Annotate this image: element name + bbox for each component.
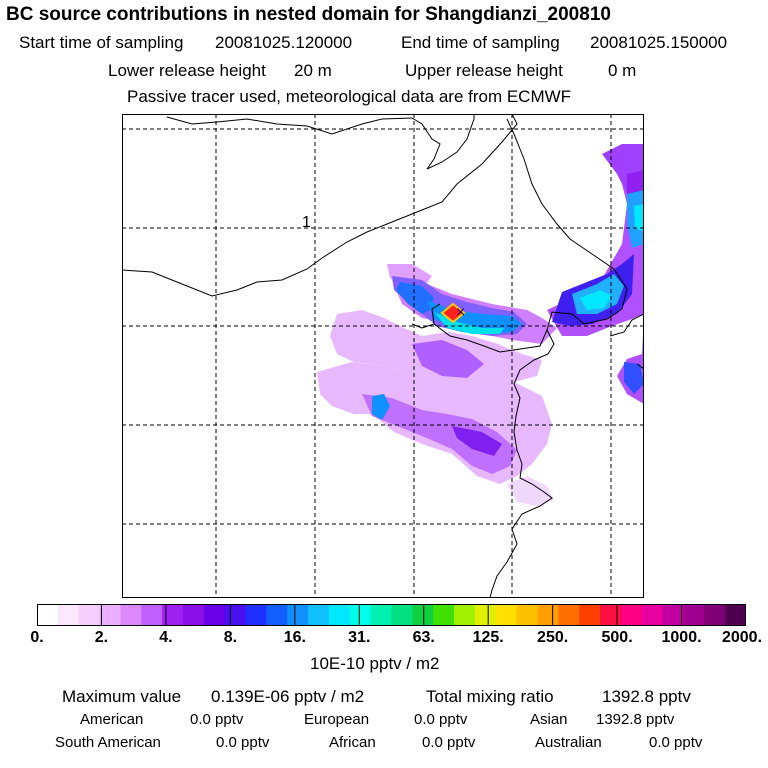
color-scale-cell (579, 604, 601, 626)
lower-release-value: 20 m (294, 61, 332, 80)
color-scale-tick-label: 63. (412, 629, 435, 646)
color-scale-cell (224, 604, 247, 626)
coastlines (122, 114, 644, 598)
color-scale-cell (349, 604, 372, 626)
color-scale-cell (245, 604, 267, 626)
color-scale-cell (120, 604, 142, 626)
end-time-label: End time of sampling (401, 33, 560, 52)
color-scale-tick-label: 2. (94, 629, 109, 646)
asian-label: Asian (530, 711, 568, 728)
color-scale-tick-label: 0. (30, 629, 44, 646)
european-value: 0.0 pptv (414, 711, 468, 728)
color-scale-tick-label: 16. (283, 629, 306, 646)
color-scale-cell (203, 604, 226, 626)
color-scale-tick-label: 500. (601, 629, 633, 646)
color-scale-tick-label: 8. (223, 629, 238, 646)
color-scale-cell (308, 604, 330, 626)
color-scale-bar (37, 604, 746, 626)
color-scale-cell (474, 604, 497, 626)
x-marker-icon: × (456, 304, 465, 321)
start-time-value: 20081025.120000 (215, 33, 353, 52)
south-american-value: 0.0 pptv (216, 734, 270, 751)
color-scale-cell (37, 604, 59, 626)
color-scale-cell (454, 604, 476, 626)
european-label: European (304, 711, 370, 728)
american-label: American (80, 711, 144, 728)
color-scale-cell (57, 604, 80, 626)
color-scale-tick-label: 250. (537, 629, 569, 646)
upper-release-value: 0 m (608, 61, 637, 80)
color-scale-cell (662, 604, 685, 626)
color-scale-cell (516, 604, 539, 626)
african-label: African (329, 734, 376, 751)
end-time-value: 20081025.150000 (590, 33, 728, 52)
plot-title: BC source contributions in nested domain… (6, 4, 611, 25)
concentration-field (317, 144, 644, 506)
color-scale-cell (558, 604, 580, 626)
color-scale-cell (537, 604, 559, 626)
tracer-note: Passive tracer used, meteorological data… (127, 87, 572, 106)
color-scale-cell (287, 604, 309, 626)
color-scale-cell (99, 604, 122, 626)
color-scale-cell (182, 604, 205, 626)
max-value-label: Maximum value (62, 687, 182, 706)
receptor-site: × (440, 302, 466, 324)
upper-release-label: Upper release height (405, 61, 563, 80)
australian-value: 0.0 pptv (649, 734, 703, 751)
color-scale-cell (78, 604, 101, 626)
total-mixing-label: Total mixing ratio (426, 687, 554, 706)
color-scale-cell (370, 604, 393, 626)
color-scale-cell (141, 604, 163, 626)
color-scale-cell (495, 604, 518, 626)
color-scale-cell (328, 604, 351, 626)
max-value: 0.139E-06 pptv / m2 (211, 687, 365, 706)
african-value: 0.0 pptv (422, 734, 476, 751)
grid-lines (122, 114, 644, 598)
color-scale-cell (162, 604, 184, 626)
color-scale-cell (391, 604, 413, 626)
color-scale-unit: 10E-10 pptv / m2 (310, 654, 440, 673)
color-scale-cell (600, 604, 622, 626)
start-time-label: Start time of sampling (19, 33, 184, 52)
map-frame (122, 114, 644, 598)
color-scale-tick-label: 125. (472, 629, 504, 646)
color-scale-frame (37, 604, 746, 626)
color-scale-cell (433, 604, 455, 626)
color-scale-cell (683, 604, 705, 626)
asian-value: 1392.8 pptv (596, 711, 675, 728)
color-scale-cell (725, 604, 746, 626)
color-scale-cell (620, 604, 643, 626)
american-value: 0.0 pptv (190, 711, 244, 728)
source-contribution-map: × 1 (122, 114, 644, 598)
color-scale-cell (704, 604, 726, 626)
color-scale-cell (412, 604, 434, 626)
color-scale-tick-label: 2000. (721, 629, 763, 646)
south-american-label: South American (55, 734, 161, 751)
australian-label: Australian (535, 734, 602, 751)
color-scale-tick-label: 31. (348, 629, 371, 646)
color-scale-cell (266, 604, 288, 626)
grid-label: 1 (302, 214, 311, 231)
color-scale-tick-label: 1000. (661, 629, 702, 646)
color-scale-tick-label: 4. (159, 629, 173, 646)
color-scale-cell (641, 604, 664, 626)
lower-release-label: Lower release height (108, 61, 266, 80)
total-mixing-value: 1392.8 pptv (602, 687, 691, 706)
